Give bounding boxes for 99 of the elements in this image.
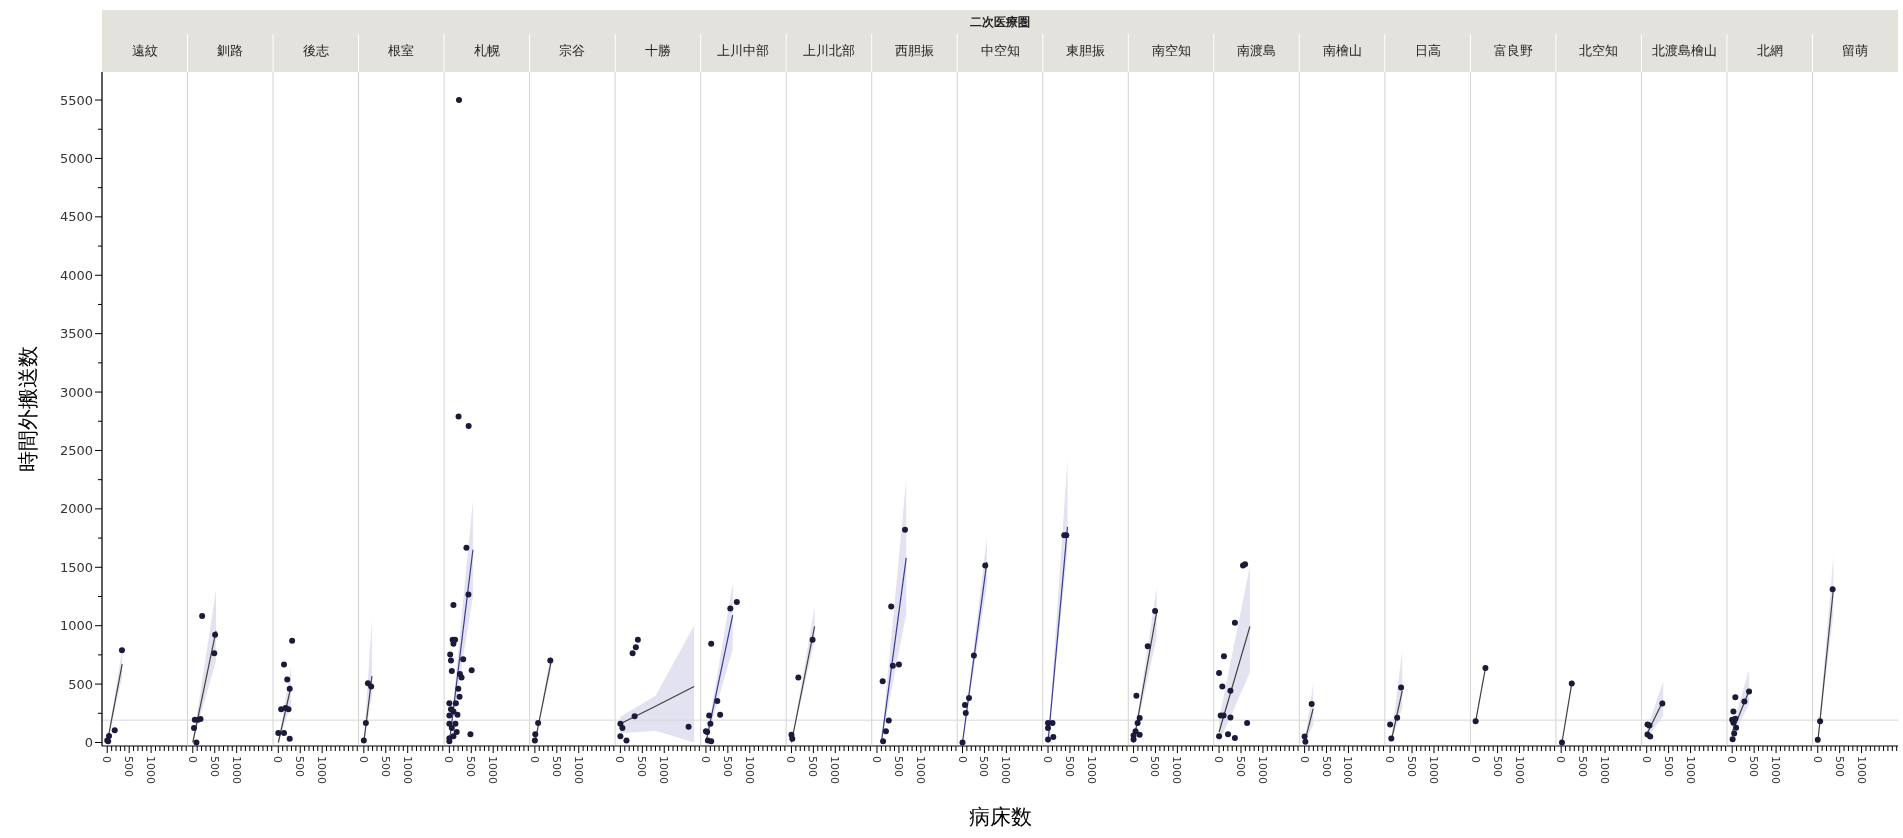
x-tick-label: 1000 (1341, 756, 1355, 784)
x-tick-label: 0 (527, 756, 541, 763)
y-tick-label: 1000 (59, 618, 93, 634)
x-tick-label: 500 (464, 756, 478, 777)
chart-title: 北渡島檜山 (1651, 43, 1717, 58)
x-tick-label: 500 (635, 756, 649, 777)
x-tick-label: 1000 (1769, 756, 1783, 784)
x-tick-label: 500 (1661, 756, 1675, 777)
chart-title: 後志 (302, 43, 329, 58)
x-tick-label: 0 (271, 756, 285, 763)
y-tick-label: 0 (84, 735, 93, 750)
x-tick-label: 0 (784, 756, 798, 763)
x-tick-label: 1000 (229, 756, 243, 784)
x-tick-label: 1000 (742, 756, 756, 784)
x-tick-label: 500 (1148, 756, 1162, 777)
x-tick-label: 500 (891, 756, 905, 777)
x-tick-label: 0 (1212, 756, 1226, 763)
x-tick-label: 1000 (1426, 756, 1440, 784)
chart-title: 中空知 (980, 43, 1020, 58)
x-tick-label: 0 (1554, 756, 1568, 763)
chart-title: 上川中部 (717, 43, 770, 58)
y-tick-label: 5500 (59, 92, 93, 108)
x-tick-label: 500 (1062, 756, 1076, 777)
chart-title: 日高 (1414, 43, 1441, 58)
chart-title: 南檜山 (1322, 43, 1362, 58)
x-tick-label: 1000 (486, 756, 500, 784)
x-tick-label: 0 (185, 756, 199, 763)
x-tick-label: 500 (806, 756, 820, 777)
x-tick-label: 0 (698, 756, 712, 763)
x-axis-title: 病床数 (968, 805, 1032, 829)
chart-title: 東胆振 (1066, 43, 1106, 58)
x-tick-label: 0 (613, 756, 627, 763)
x-tick-label: 0 (1725, 756, 1739, 763)
x-tick-label: 500 (1234, 756, 1247, 777)
y-tick-label: 2500 (59, 442, 93, 458)
chart-title: 留萌 (1842, 43, 1869, 58)
chart-title: 札幌 (473, 43, 500, 58)
x-tick-label: 500 (378, 756, 392, 777)
x-tick-label: 0 (869, 756, 883, 763)
x-tick-label: 1000 (1683, 756, 1697, 784)
x-tick-label: 500 (293, 756, 307, 777)
x-tick-label: 1000 (828, 756, 842, 784)
x-tick-label: 1000 (144, 756, 158, 784)
x-tick-label: 0 (442, 756, 456, 763)
chart-title: 富良野 (1493, 43, 1533, 58)
x-tick-label: 0 (1810, 756, 1824, 763)
x-tick-label: 1000 (1255, 756, 1269, 784)
x-tick-label: 1000 (1598, 756, 1612, 784)
y-tick-label: 4500 (59, 209, 93, 225)
chart-title: 南渡島 (1237, 43, 1277, 58)
x-tick-label: 1000 (400, 756, 414, 784)
chart-title: 十勝 (644, 43, 671, 58)
y-tick-label: 2000 (59, 501, 93, 517)
y-axis-title: 時間外搬送数 (16, 346, 40, 472)
chart-title: 遠紋 (131, 43, 158, 58)
x-tick-label: 1000 (315, 756, 329, 784)
x-tick-label: 500 (977, 756, 991, 777)
chart-title: 南空知 (1151, 43, 1191, 58)
x-tick-label: 500 (1576, 756, 1590, 777)
y-tick-label: 5000 (59, 150, 93, 166)
x-tick-label: 500 (1832, 756, 1846, 777)
y-tick-label: 3000 (59, 384, 93, 400)
x-tick-label: 1000 (1512, 756, 1526, 784)
x-tick-label: 500 (1319, 756, 1333, 777)
x-tick-label: 0 (1126, 756, 1140, 763)
x-tick-label: 1000 (1170, 756, 1184, 784)
y-tick-label: 1500 (59, 559, 93, 575)
x-tick-label: 1000 (913, 756, 927, 784)
chart-title: 西胆振 (894, 43, 934, 58)
x-tick-label: 1000 (1084, 756, 1098, 784)
x-tick-label: 500 (1405, 756, 1419, 777)
x-tick-label: 0 (1639, 756, 1653, 763)
text: 二次医療圏 (970, 15, 1030, 29)
chart-title: 釧路 (217, 43, 244, 58)
chart-title: 上川北部 (802, 43, 855, 58)
x-tick-label: 1000 (657, 756, 671, 784)
y-tick-label: 500 (68, 676, 93, 692)
x-tick-label: 500 (1490, 756, 1504, 777)
x-tick-label: 0 (1297, 756, 1311, 763)
x-tick-label: 1000 (571, 756, 585, 784)
x-tick-label: 500 (1747, 756, 1761, 777)
x-tick-label: 0 (1041, 756, 1055, 763)
x-tick-label: 1000 (999, 756, 1013, 784)
x-tick-label: 1000 (1854, 756, 1868, 784)
x-tick-label: 500 (549, 756, 563, 777)
x-tick-label: 0 (356, 756, 370, 763)
x-tick-label: 0 (955, 756, 969, 763)
y-tick-label: 4000 (59, 267, 93, 283)
chart-title: 北網 (1756, 43, 1783, 58)
x-tick-label: 0 (1468, 756, 1482, 763)
chart-title: 北空知 (1579, 43, 1619, 58)
x-tick-label: 0 (1383, 756, 1397, 763)
x-tick-label: 500 (720, 756, 734, 777)
x-tick-label: 500 (122, 756, 136, 777)
chart-title: 宗谷 (559, 43, 586, 58)
x-tick-label: 500 (207, 756, 221, 777)
chart-title: 根室 (388, 43, 415, 58)
y-tick-label: 3500 (59, 326, 93, 342)
x-tick-label: 0 (100, 756, 114, 763)
